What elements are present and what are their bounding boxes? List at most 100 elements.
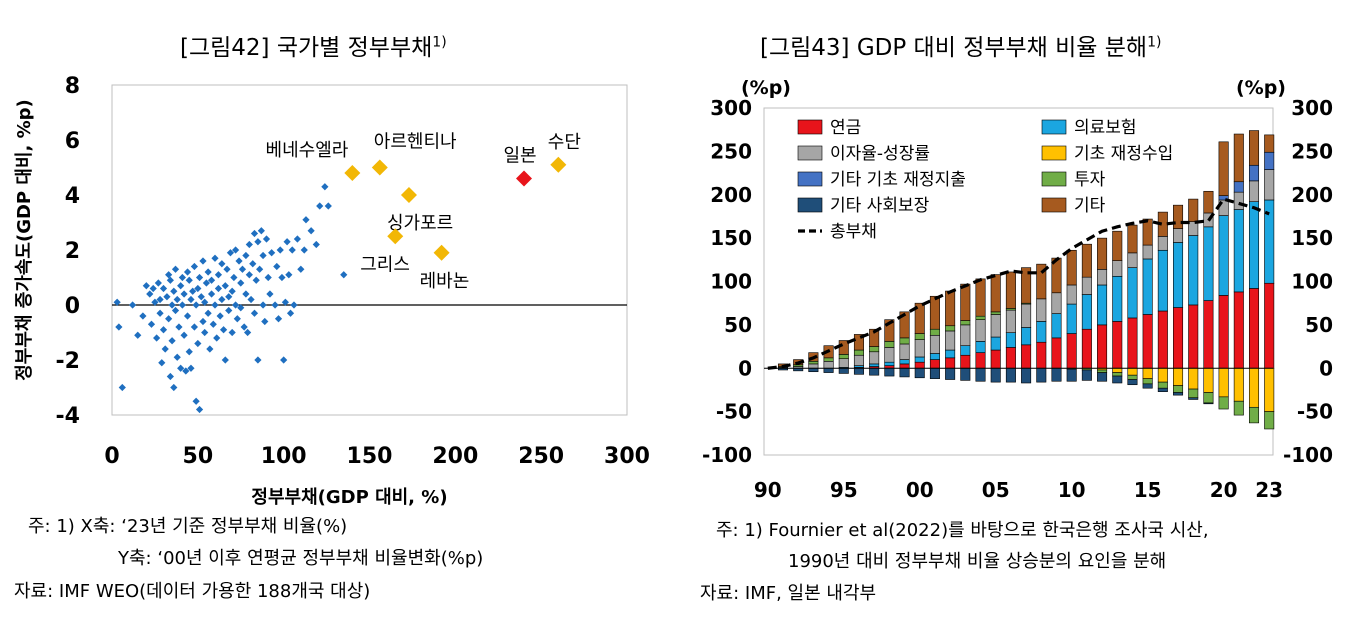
bar-segment xyxy=(1097,369,1108,373)
bar-segment xyxy=(823,361,834,369)
country-point xyxy=(187,295,195,304)
bar-segment xyxy=(975,278,986,317)
bar-segment xyxy=(1081,369,1092,381)
bar-segment xyxy=(1127,374,1138,380)
bar-segment xyxy=(1248,180,1260,202)
legend-swatch xyxy=(797,119,823,135)
bar-segment xyxy=(1112,375,1123,384)
country-point xyxy=(232,301,240,309)
country-label: 싱가포르 xyxy=(387,213,453,234)
bar-segment xyxy=(1142,383,1153,389)
bar-segment xyxy=(960,283,971,321)
bar-segment xyxy=(1218,141,1229,196)
bar-segment xyxy=(869,346,880,353)
bar-segment xyxy=(1066,249,1077,286)
bar-segment xyxy=(1173,392,1184,396)
country-point xyxy=(183,268,192,276)
country-point xyxy=(214,284,223,293)
country-point xyxy=(286,309,295,317)
bar-segment xyxy=(929,353,940,360)
country-label: 베네수엘라 xyxy=(266,140,349,161)
bar-segment xyxy=(869,363,880,367)
bar-segment xyxy=(914,356,925,363)
y-tick-label-left: -100 xyxy=(702,443,752,467)
bar-segment xyxy=(899,363,910,369)
bar-segment xyxy=(1127,224,1138,254)
country-point xyxy=(288,246,296,254)
country-point xyxy=(237,304,245,312)
country-point xyxy=(171,265,180,273)
y-axis-label: 정부부채 증가속도(GDP 대비, %p) xyxy=(14,99,35,381)
bar-segment xyxy=(1066,303,1077,334)
country-point xyxy=(219,326,228,334)
legend-label: 기타 사회보장 xyxy=(830,196,930,216)
labeled-point xyxy=(344,165,361,181)
country-point xyxy=(118,383,126,392)
y-tick-label-right: 300 xyxy=(1291,96,1333,120)
bar-segment xyxy=(1036,321,1047,343)
country-point xyxy=(207,290,216,298)
bar-segment xyxy=(945,367,956,380)
y-tick-label: 0 xyxy=(65,294,80,319)
country-point xyxy=(204,268,212,276)
bar-segment xyxy=(945,357,956,369)
bar-segment xyxy=(869,351,880,365)
right-panel: [그림43] GDP 대비 정부부채 비율 분해1) -100 -100 -50 -5… xyxy=(690,0,1363,630)
country-point xyxy=(173,295,181,304)
country-point xyxy=(261,317,269,326)
country-point xyxy=(216,312,224,320)
bar-segment xyxy=(1127,267,1138,319)
country-point xyxy=(259,251,267,260)
country-point xyxy=(223,265,231,273)
country-point xyxy=(166,276,174,284)
bar-segment xyxy=(1233,181,1244,193)
country-point xyxy=(190,323,198,331)
left-title-text: [그림42] 국가별 정부부채 xyxy=(180,35,433,61)
bar-segment xyxy=(914,361,925,369)
x-tick-label: 90 xyxy=(754,478,782,502)
bar-segment xyxy=(1203,367,1214,393)
country-point xyxy=(221,282,229,290)
country-point xyxy=(230,273,238,282)
country-point xyxy=(249,260,257,268)
country-point xyxy=(185,276,193,284)
bar-segment xyxy=(808,361,819,365)
country-point xyxy=(262,235,271,243)
y-tick-label: -2 xyxy=(56,349,80,374)
bar-segment xyxy=(1157,367,1168,383)
country-point xyxy=(154,279,162,287)
country-point xyxy=(153,334,161,342)
labeled-point xyxy=(371,159,388,176)
bar-segment xyxy=(1248,367,1260,408)
bar-segment xyxy=(1036,367,1047,383)
left-note-2: Y축: ‘00년 이후 연평균 정부부채 비율변화(%p) xyxy=(118,548,484,569)
country-point xyxy=(218,295,226,304)
country-point xyxy=(211,301,219,309)
country-point xyxy=(192,397,200,405)
bar-segment xyxy=(929,328,940,336)
country-point xyxy=(202,279,211,287)
legend-label: 연금 xyxy=(830,118,861,138)
bar-segment xyxy=(1157,249,1168,312)
country-point xyxy=(113,298,121,306)
bar-segment xyxy=(1233,400,1244,416)
left-note-1: 주: 1) X축: ‘23년 기준 정부부채 비율(%) xyxy=(28,516,348,537)
country-point xyxy=(285,271,293,279)
bar-segment xyxy=(1097,237,1108,270)
country-point xyxy=(273,262,281,271)
country-point xyxy=(316,202,324,210)
bar-segment xyxy=(869,367,880,376)
bar-segment xyxy=(1188,367,1199,390)
y-tick-label-right: 0 xyxy=(1319,356,1333,380)
legend-swatch xyxy=(1041,171,1067,187)
legend-label: 기초 재정수입 xyxy=(1074,144,1173,164)
bar-segment xyxy=(990,367,1001,383)
bar-segment xyxy=(1218,215,1229,296)
legend-swatch xyxy=(1041,197,1067,213)
bar-segment xyxy=(914,333,925,340)
bar-segment xyxy=(1097,372,1108,382)
country-point xyxy=(180,331,188,339)
country-point xyxy=(129,301,137,309)
country-point xyxy=(297,265,305,273)
